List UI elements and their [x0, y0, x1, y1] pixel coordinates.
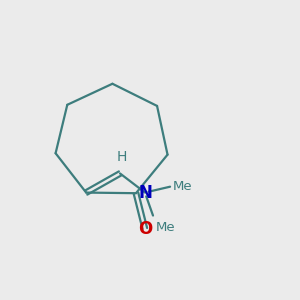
Text: Me: Me — [155, 220, 175, 234]
Text: Me: Me — [173, 180, 193, 193]
Text: H: H — [116, 150, 127, 164]
Text: O: O — [138, 220, 152, 238]
Text: N: N — [138, 184, 152, 202]
